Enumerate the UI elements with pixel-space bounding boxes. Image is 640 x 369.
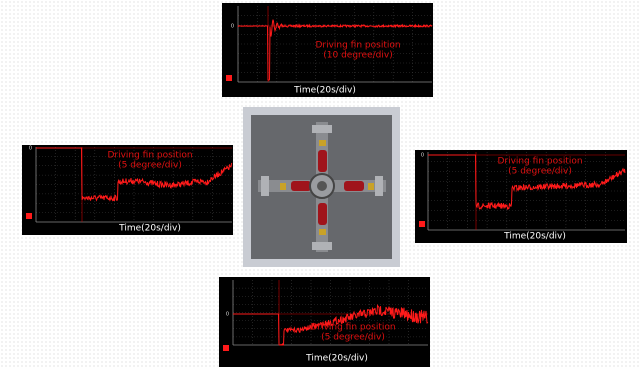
trace-scale: (5 degree/div) [321, 333, 385, 343]
trace-title: Driving fin position [497, 157, 582, 167]
trace-title: Driving fin position [107, 151, 192, 161]
scope-panel: 0 Driving fin position(5 degree/div) Time(… [415, 150, 627, 243]
scope-panel: 0 Driving fin position(10 degree/div) Time… [222, 3, 433, 97]
trace-scale: (5 degree/div) [118, 161, 182, 171]
legend-swatch [26, 213, 32, 219]
zero-label: 0 [29, 146, 32, 152]
trace-scale: (10 degree/div) [323, 51, 392, 61]
x-axis-label: Time(20s/div) [305, 354, 368, 364]
scope-panel: 0 Driving fin position(5 degree/div) Time(… [22, 145, 233, 235]
legend-swatch [226, 75, 232, 81]
figure: 0Driving fin position(10 degree/div)Time… [0, 0, 640, 369]
x-axis-label: Time(20s/div) [118, 224, 181, 234]
x-axis-label: Time(20s/div) [503, 232, 566, 242]
zero-label: 0 [226, 312, 229, 318]
trace-title: Driving fin position [310, 323, 395, 333]
legend-swatch [419, 221, 425, 227]
trace-scale: (5 degree/div) [508, 167, 572, 177]
robot-image [243, 107, 400, 267]
zero-label: 0 [231, 24, 234, 30]
scope-panel: 0 Driving fin position(5 degree/div) Time(… [219, 277, 430, 367]
trace-title: Driving fin position [315, 41, 400, 51]
legend-swatch [223, 345, 229, 351]
zero-label: 0 [421, 153, 424, 159]
x-axis-label: Time(20s/div) [293, 86, 356, 96]
